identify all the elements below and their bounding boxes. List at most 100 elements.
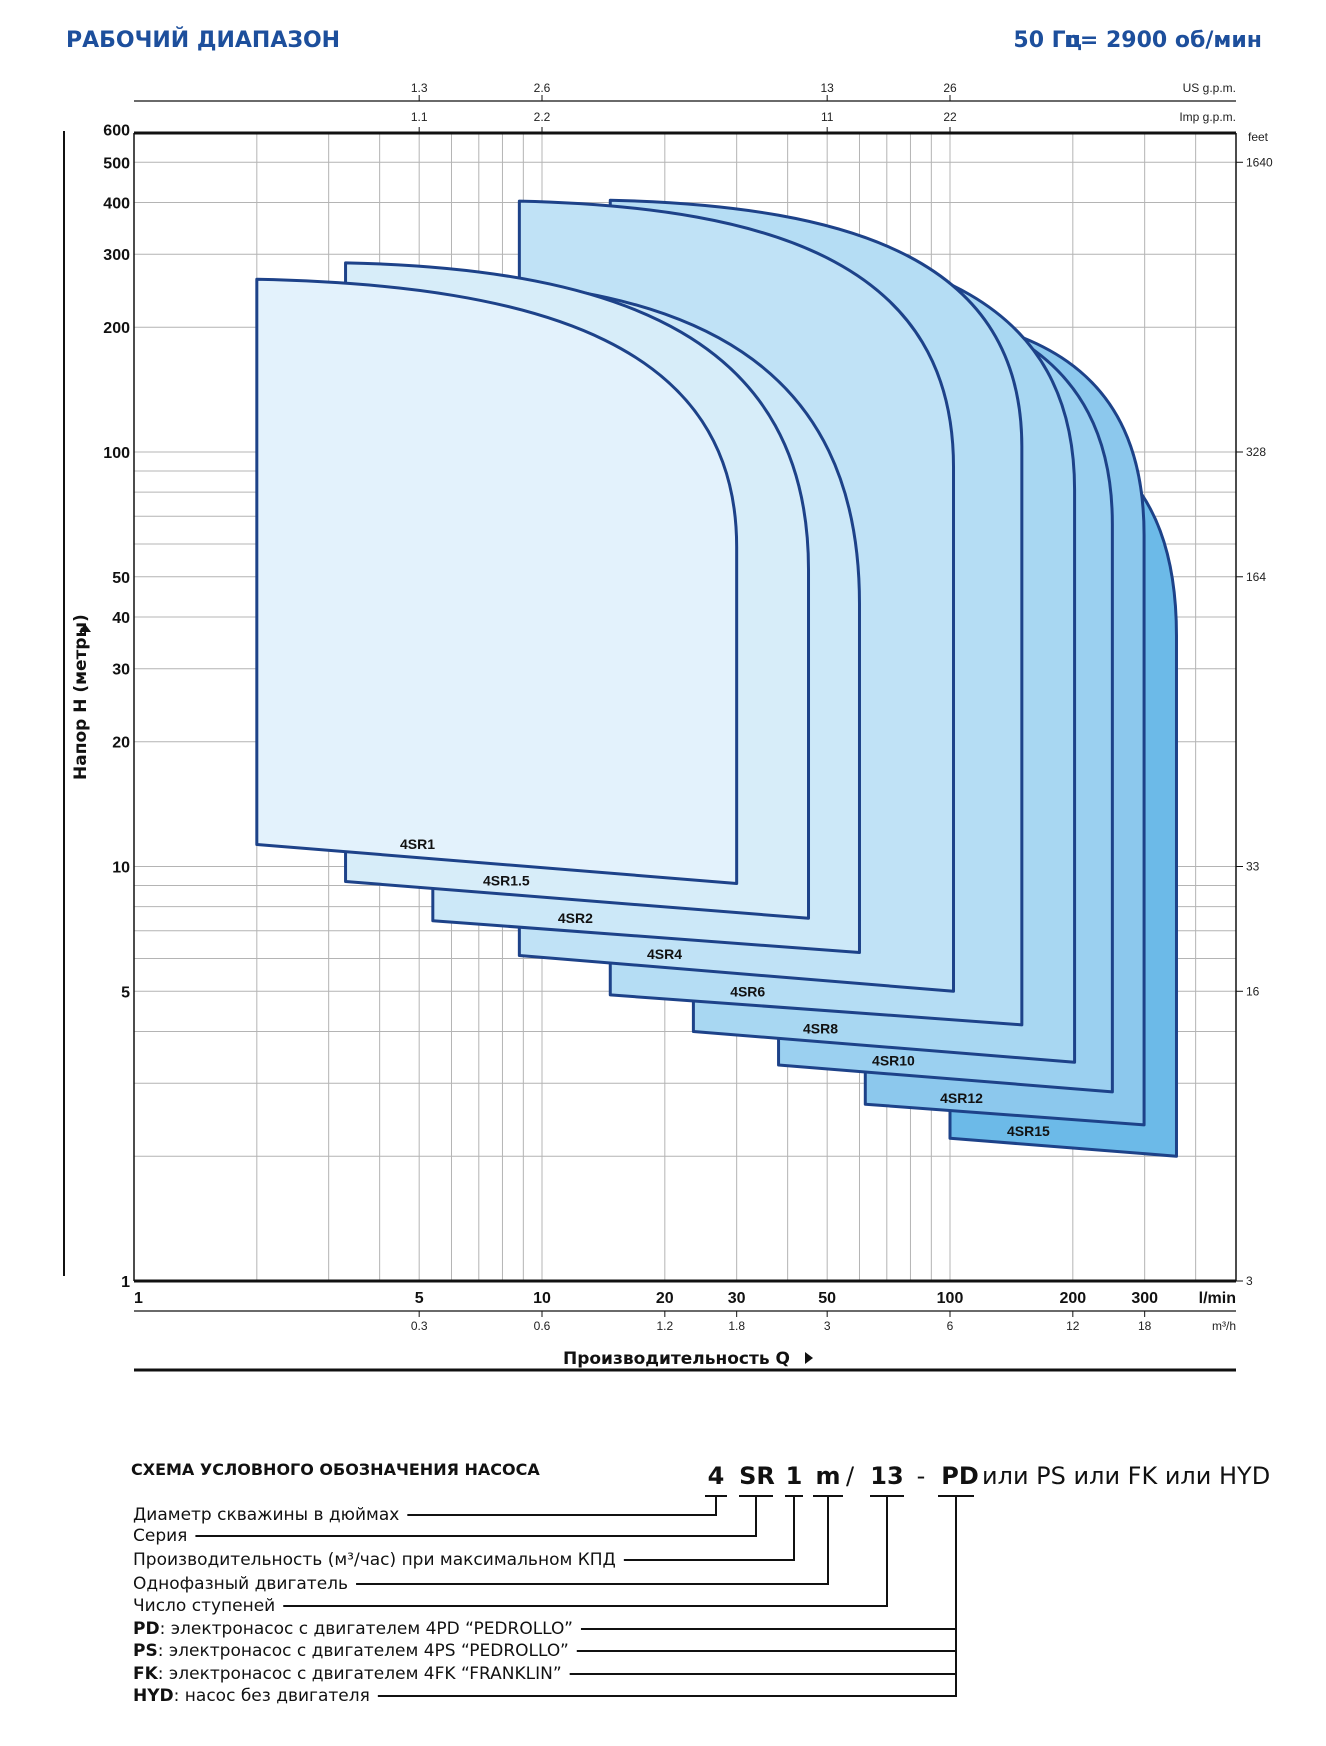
pump-label: 4SR4: [647, 946, 682, 962]
code-part: /: [846, 1462, 855, 1490]
arrow-right-icon: [805, 1352, 813, 1364]
x-tick-label: 5: [415, 1290, 424, 1307]
us-gpm-tick-label: 26: [943, 81, 957, 95]
pump-label: 4SR6: [730, 984, 765, 1000]
designation-row-text: : электронасос с двигателем 4PS “PEDROLL…: [158, 1641, 569, 1661]
chart-axes: 600 500 400 300 200 100 50 40 30 20 10 5 11 5 10 20 30 50…: [103, 81, 1273, 1333]
designation-scheme: СХЕМА УСЛОВНОГО ОБОЗНАЧЕНИЯ НАСОСА 4 SR 1 m…: [131, 1460, 1270, 1706]
pump-label: 4SR10: [872, 1053, 915, 1069]
y-tick-label: 400: [103, 195, 130, 212]
code-part: m: [815, 1462, 840, 1490]
pump-label: 4SR1: [400, 836, 435, 852]
m3h-tick-label: 0.6: [534, 1319, 551, 1333]
y-tick-label: 200: [103, 320, 130, 337]
frequency-label: 50 Гц: [1013, 28, 1082, 53]
m3h-tick-label: 1.8: [728, 1319, 745, 1333]
designation-row-label: Производительность (м³/час) при максимал…: [133, 1550, 616, 1570]
designation-row-text: Диаметр скважины в дюймах: [133, 1505, 399, 1525]
feet-tick-label: 16: [1246, 984, 1260, 998]
x-axis-label: Производительность Q: [563, 1349, 790, 1369]
us-gpm-unit-label: US g.p.m.: [1183, 81, 1236, 95]
designation-row-label: PD: электронасос с двигателем 4PD “PEDRO…: [133, 1619, 573, 1639]
designation-row-code: PS: [133, 1641, 158, 1661]
x-tick-label: 20: [656, 1290, 674, 1307]
y-tick-label: 100: [103, 445, 130, 462]
y-tick-label: 30: [112, 662, 130, 679]
us-gpm-tick-label: 2.6: [534, 81, 551, 95]
y-axis-label: Напор H (метры): [71, 614, 91, 780]
designation-row-text: Число ступеней: [133, 1596, 275, 1616]
y-tick-label: 300: [103, 247, 130, 264]
imp-gpm-unit-label: Imp g.p.m.: [1179, 110, 1236, 124]
speed-label: n= 2900 об/мин: [1064, 28, 1262, 53]
designation-row-label: HYD: насос без двигателя: [133, 1686, 370, 1706]
code-part: 1: [786, 1462, 803, 1490]
feet-tick-label: 1640: [1246, 155, 1273, 169]
designation-row-label: Диаметр скважины в дюймах: [133, 1505, 399, 1525]
designation-row-text: : насос без двигателя: [174, 1686, 370, 1706]
pump-label: 4SR8: [803, 1020, 838, 1036]
x-tick-label: 200: [1059, 1290, 1086, 1307]
m3h-tick-label: 3: [824, 1319, 831, 1333]
designation-row-label: Серия: [133, 1526, 187, 1546]
pump-ranges: 4SR1 4SR1.5 4SR2 4SR4 4SR6 4SR8 4SR10 4SR12 4SR1…: [255, 198, 1178, 1158]
code-part: 13: [870, 1462, 903, 1490]
y-tick-label: 20: [112, 735, 130, 752]
m3h-tick-label: 1.2: [656, 1319, 673, 1333]
x-tick-label: 10: [533, 1290, 551, 1307]
feet-tick-label: 164: [1246, 570, 1266, 584]
designation-row-text: : электронасос с двигателем 4PD “PEDROLL…: [160, 1619, 573, 1639]
designation-row-code: FK: [133, 1664, 159, 1684]
pump-label: 4SR1.5: [483, 872, 530, 888]
pump-label: 4SR12: [940, 1090, 983, 1106]
designation-row-label: FK: электронасос с двигателем 4FK “FRANK…: [133, 1664, 562, 1684]
x-tick-label: 50: [818, 1290, 836, 1307]
m3h-tick-label: 6: [947, 1319, 954, 1333]
designation-row-label: PS: электронасос с двигателем 4PS “PEDRO…: [133, 1641, 569, 1661]
code-part: PD: [941, 1462, 979, 1490]
imp-gpm-tick-label: 2.2: [534, 110, 551, 124]
code-part: 4: [708, 1462, 725, 1490]
y-tick-label: 1: [121, 1274, 130, 1291]
imp-gpm-tick-label: 22: [943, 110, 957, 124]
x-axis-title: Производительность Q: [134, 1349, 1236, 1372]
us-gpm-tick-label: 13: [821, 81, 835, 95]
pump-label: 4SR2: [558, 910, 593, 926]
feet-tick-label: 3: [1246, 1274, 1253, 1288]
y-tick-label: 600: [103, 122, 130, 139]
m3h-tick-label: 12: [1066, 1319, 1080, 1333]
y-tick-label: 500: [103, 155, 130, 172]
x-tick-label: 1: [134, 1290, 143, 1307]
designation-row-text: Серия: [133, 1526, 187, 1546]
designation-row-label: Однофазный двигатель: [133, 1574, 348, 1594]
y-axis-title: Напор H (метры): [63, 131, 91, 1276]
us-gpm-tick-label: 1.3: [411, 81, 428, 95]
code-part: SR: [739, 1462, 775, 1490]
feet-tick-label: 328: [1246, 445, 1266, 459]
designation-row-code: PD: [133, 1619, 160, 1639]
x-tick-label: 300: [1131, 1290, 1158, 1307]
pump-range-4sr1: [255, 277, 739, 885]
y-tick-label: 5: [121, 984, 130, 1001]
y-tick-label: 40: [112, 610, 130, 627]
code-suffix: или PS или FK или HYD: [982, 1462, 1270, 1490]
y-tick-label: 10: [112, 860, 130, 877]
designation-row-label: Число ступеней: [133, 1596, 275, 1616]
designation-row-text: Производительность (м³/час) при максимал…: [133, 1550, 616, 1570]
m3h-unit-label: m³/h: [1212, 1319, 1236, 1333]
imp-gpm-tick-label: 1.1: [411, 110, 428, 124]
designation-title: СХЕМА УСЛОВНОГО ОБОЗНАЧЕНИЯ НАСОСА: [131, 1460, 540, 1479]
feet-tick-label: 33: [1246, 860, 1260, 874]
pump-label: 4SR15: [1007, 1123, 1050, 1139]
y-tick-label: 50: [112, 570, 130, 587]
x-unit-label: l/min: [1199, 1290, 1236, 1307]
code-part: -: [917, 1462, 926, 1490]
feet-unit-label: feet: [1248, 130, 1269, 144]
x-tick-label: 30: [728, 1290, 746, 1307]
designation-row-text: : электронасос с двигателем 4FK “FRANKLI…: [158, 1664, 562, 1684]
designation-row-code: HYD: [133, 1686, 174, 1706]
m3h-tick-label: 18: [1138, 1319, 1152, 1333]
arrow-up-icon: [79, 624, 91, 632]
imp-gpm-tick-label: 11: [821, 110, 834, 124]
